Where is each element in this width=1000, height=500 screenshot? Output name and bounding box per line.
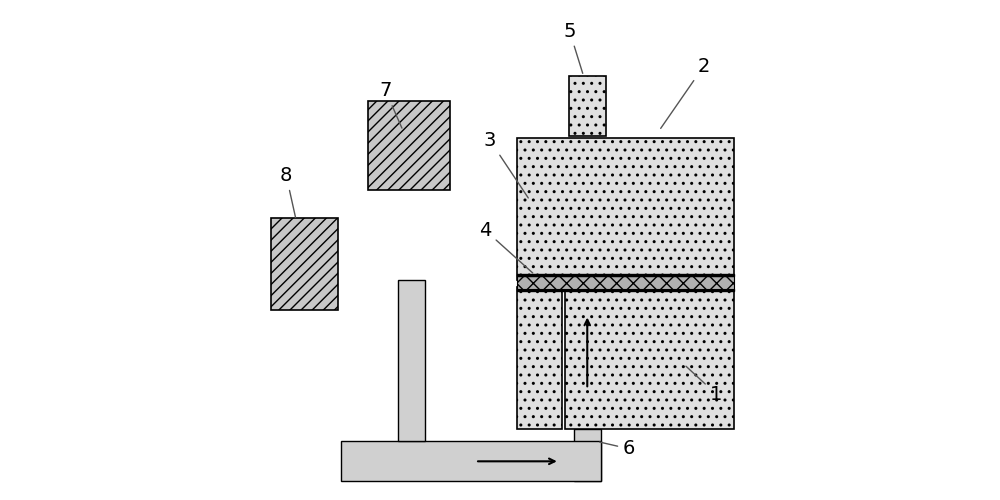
- Bar: [574, 429, 601, 481]
- Text: 4: 4: [479, 220, 533, 273]
- Bar: [517, 138, 734, 280]
- Bar: [398, 280, 425, 442]
- Text: 5: 5: [563, 22, 583, 74]
- Bar: [574, 285, 601, 429]
- Bar: [517, 274, 734, 276]
- Text: 1: 1: [686, 366, 722, 404]
- Text: 7: 7: [379, 82, 402, 128]
- Bar: [569, 76, 606, 136]
- Bar: [271, 218, 338, 310]
- Bar: [517, 288, 562, 429]
- Text: 3: 3: [484, 131, 528, 198]
- Bar: [341, 442, 601, 481]
- Bar: [574, 285, 601, 429]
- Bar: [517, 276, 734, 289]
- Bar: [517, 289, 734, 292]
- Text: 2: 2: [661, 56, 710, 128]
- Bar: [368, 101, 450, 190]
- Text: 6: 6: [600, 440, 635, 458]
- Bar: [565, 288, 734, 429]
- Text: 8: 8: [280, 166, 296, 218]
